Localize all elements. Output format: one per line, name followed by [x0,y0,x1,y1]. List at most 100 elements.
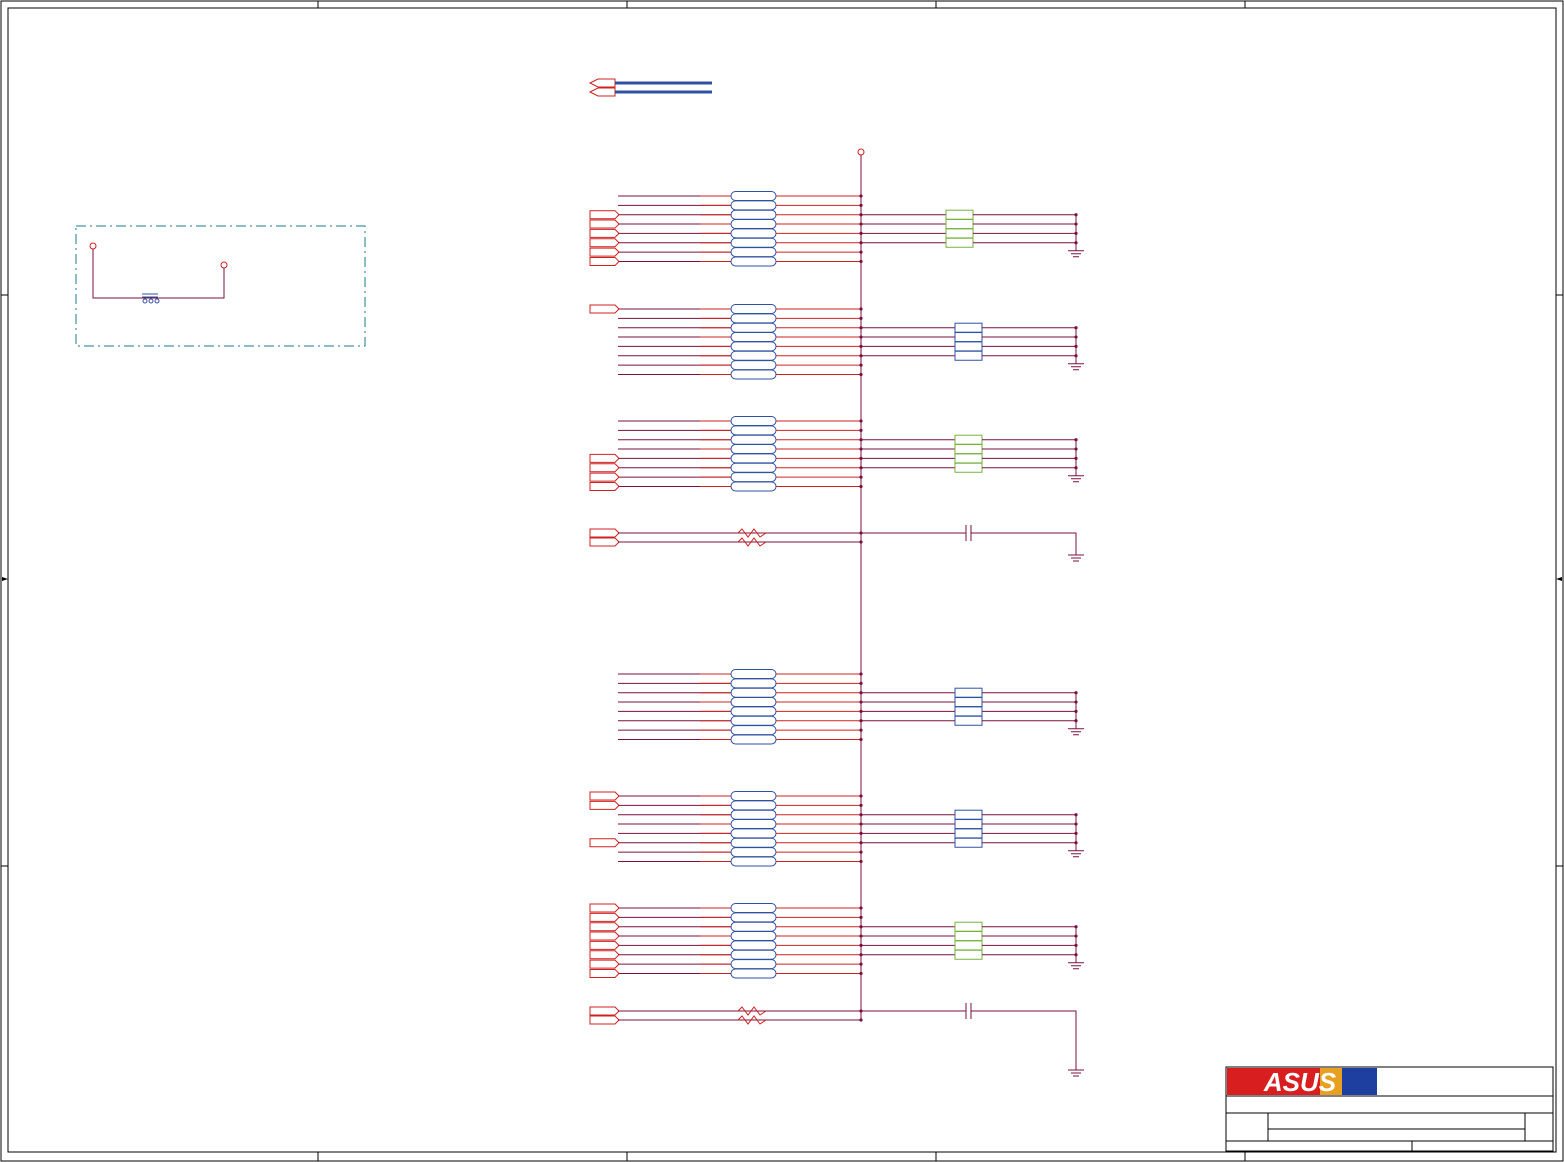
ferrite [730,734,777,745]
resistor [737,1006,767,1016]
cap-pack [954,453,983,464]
junction [859,194,863,198]
ferrite [730,425,777,436]
junction [859,850,863,854]
junction [859,428,863,432]
ferrite [730,903,777,913]
ferrite [730,912,777,923]
port [589,950,620,960]
junction [859,1018,863,1022]
rail-terminal [857,148,865,156]
cap-pack [954,715,983,726]
ferrite [730,472,777,483]
cap-pack [954,931,983,942]
ferrite [730,837,777,848]
junction [859,540,863,544]
cap-pack [954,350,983,361]
junction [859,794,863,798]
cap-pack [954,949,983,960]
junction [859,316,863,320]
ferrite [730,949,777,960]
ferrite [730,434,777,445]
port [589,304,620,314]
junction [859,475,863,479]
port [589,463,620,473]
cap-pack [954,434,983,445]
junction [859,259,863,264]
ferrite [730,856,777,867]
cap-pack [954,444,983,455]
ferrite [730,247,777,258]
ferrite [730,678,777,689]
ferrite [730,360,777,371]
ferrite [730,669,777,679]
ferrite [730,687,777,698]
port [589,247,620,257]
ferrite [730,369,777,380]
resistor [737,1015,767,1025]
cap-pack [954,322,983,333]
ferrite [730,256,777,267]
ferrite [730,219,777,230]
cap-pack [954,819,983,830]
port [589,238,620,248]
wire [971,532,1077,551]
junction [859,672,863,676]
frame-arrow [2,577,8,581]
port [589,912,620,922]
cap-pack [954,809,983,820]
cap-pack [945,209,974,220]
port [589,537,620,547]
ferrite [730,800,777,811]
cap-pack [954,837,983,848]
junction [859,203,863,207]
ferrite [730,809,777,820]
cap-pack [954,828,983,839]
port [589,528,620,538]
cap-pack [954,687,983,698]
logo: ASUS [1263,1067,1337,1097]
ferrite [730,444,777,455]
ferrite [730,453,777,464]
junction [859,962,863,966]
port [589,959,620,969]
ferrite [730,481,777,492]
ferrite [730,350,777,361]
ferrite [730,237,777,248]
ferrite [730,697,777,708]
junction [859,915,863,919]
cap-pack [954,940,983,951]
port [589,968,620,978]
junction [859,737,863,742]
junction [859,906,863,910]
junction [859,728,863,732]
junction [859,803,863,807]
cap-pack [954,921,983,932]
port [589,219,620,229]
ferrite [730,940,777,951]
junction [859,307,863,311]
frame [7,7,1557,1153]
port [589,940,620,950]
port [589,922,620,932]
cap-pack [945,228,974,239]
ferrite [730,200,777,211]
cap-pack [945,237,974,248]
ferrite [730,462,777,473]
port [589,1006,620,1016]
junction [859,419,863,423]
port [589,1015,620,1025]
junction [1074,213,1078,217]
ferrite [730,931,777,942]
wire [971,1010,1077,1066]
cap-pack [954,332,983,343]
mini-circuit [89,242,228,304]
ferrite [730,332,777,343]
junction [859,484,863,489]
port [589,903,620,913]
ferrite [730,706,777,717]
junction [859,971,863,976]
